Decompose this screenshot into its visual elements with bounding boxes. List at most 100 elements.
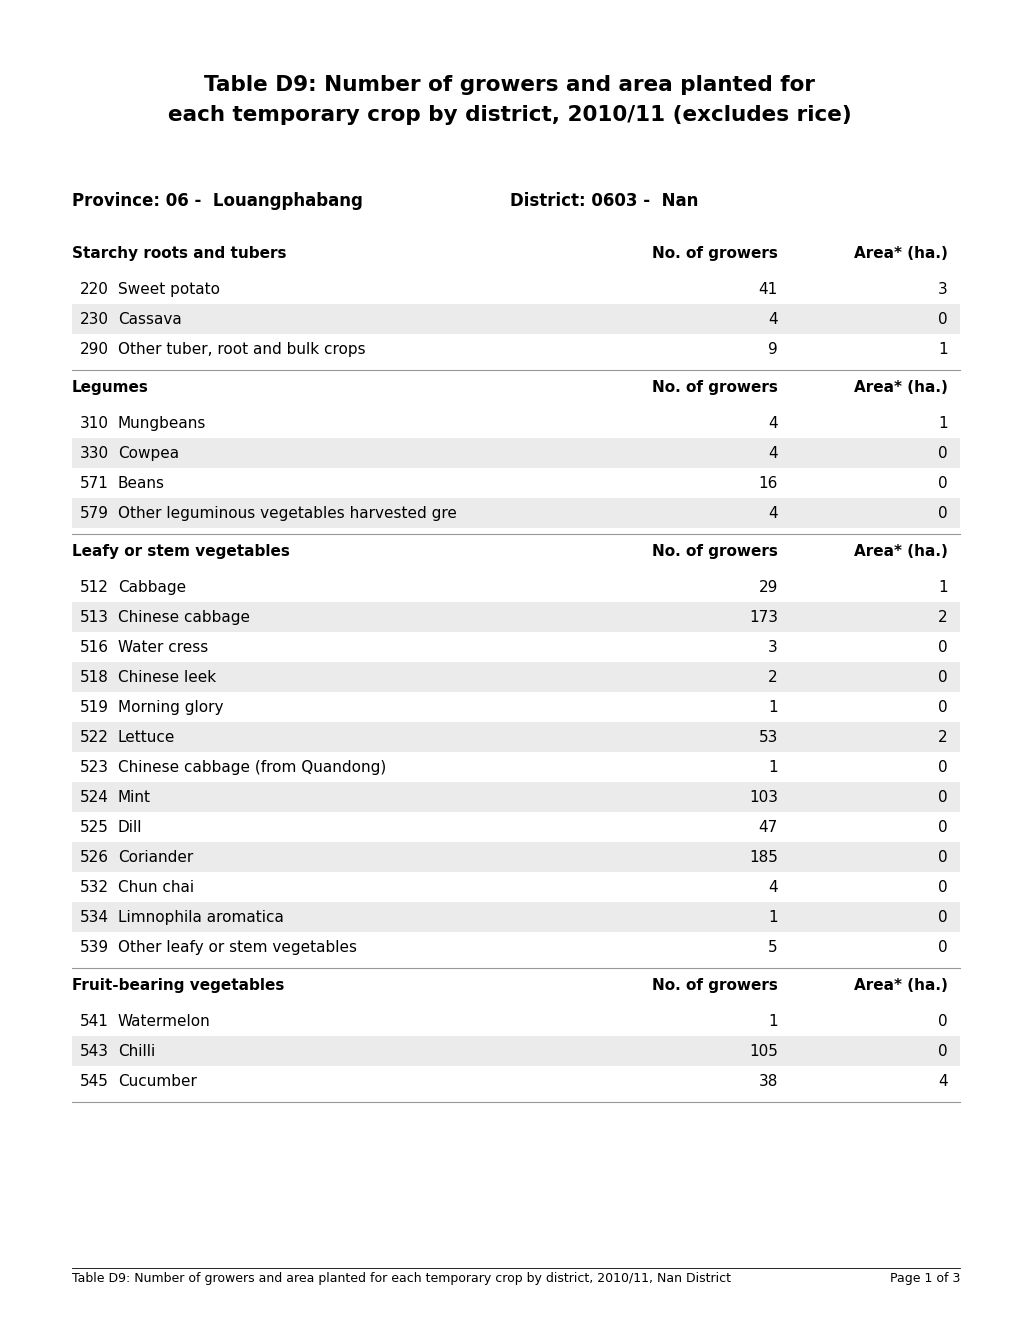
Text: 105: 105: [748, 1044, 777, 1059]
Text: 571: 571: [79, 477, 109, 491]
Text: 53: 53: [758, 730, 777, 744]
Bar: [72, 498, 959, 528]
Text: Page 1 of 3: Page 1 of 3: [889, 1272, 959, 1284]
Bar: [72, 781, 959, 812]
Bar: [72, 842, 959, 873]
Text: 524: 524: [79, 789, 109, 805]
Text: 0: 0: [937, 940, 947, 954]
Text: Morning glory: Morning glory: [118, 700, 223, 715]
Text: No. of growers: No. of growers: [651, 246, 777, 261]
Text: Dill: Dill: [118, 820, 143, 836]
Text: 4: 4: [767, 880, 777, 895]
Text: 2: 2: [767, 671, 777, 685]
Text: 0: 0: [937, 1044, 947, 1059]
Text: 2: 2: [937, 610, 947, 624]
Text: 41: 41: [758, 282, 777, 297]
Text: 4: 4: [767, 506, 777, 521]
Text: 330: 330: [79, 446, 109, 461]
Text: Area* (ha.): Area* (ha.): [853, 380, 947, 395]
Text: Cucumber: Cucumber: [118, 1074, 197, 1089]
Text: Lettuce: Lettuce: [118, 730, 175, 744]
Text: 534: 534: [79, 909, 109, 925]
Text: 0: 0: [937, 909, 947, 925]
Text: Sweet potato: Sweet potato: [118, 282, 220, 297]
Text: 512: 512: [79, 579, 109, 595]
Text: District: 0603 -  Nan: District: 0603 - Nan: [510, 191, 698, 210]
Text: 0: 0: [937, 880, 947, 895]
Text: Other leguminous vegetables harvested gre: Other leguminous vegetables harvested gr…: [118, 506, 457, 521]
Text: 513: 513: [79, 610, 109, 624]
Text: Beans: Beans: [118, 477, 165, 491]
Text: 541: 541: [79, 1014, 109, 1030]
Text: Mungbeans: Mungbeans: [118, 416, 206, 432]
Text: 4: 4: [937, 1074, 947, 1089]
Text: 5: 5: [767, 940, 777, 954]
Text: 0: 0: [937, 671, 947, 685]
Text: Table D9: Number of growers and area planted for: Table D9: Number of growers and area pla…: [204, 75, 815, 95]
Text: 0: 0: [937, 446, 947, 461]
Text: 518: 518: [79, 671, 109, 685]
Text: 310: 310: [79, 416, 109, 432]
Text: 3: 3: [767, 640, 777, 655]
Text: 545: 545: [79, 1074, 109, 1089]
Text: No. of growers: No. of growers: [651, 380, 777, 395]
Text: Chilli: Chilli: [118, 1044, 155, 1059]
Text: Chinese leek: Chinese leek: [118, 671, 216, 685]
Text: Legumes: Legumes: [72, 380, 149, 395]
Text: Fruit-bearing vegetables: Fruit-bearing vegetables: [72, 978, 284, 993]
Text: 519: 519: [79, 700, 109, 715]
Text: 0: 0: [937, 700, 947, 715]
Bar: [72, 663, 959, 692]
Text: Area* (ha.): Area* (ha.): [853, 978, 947, 993]
Text: Table D9: Number of growers and area planted for each temporary crop by district: Table D9: Number of growers and area pla…: [72, 1272, 731, 1284]
Text: 543: 543: [79, 1044, 109, 1059]
Text: 1: 1: [767, 909, 777, 925]
Text: 9: 9: [767, 342, 777, 356]
Text: 526: 526: [79, 850, 109, 865]
Bar: [72, 1036, 959, 1067]
Text: 0: 0: [937, 850, 947, 865]
Text: Cowpea: Cowpea: [118, 446, 179, 461]
Bar: [72, 902, 959, 932]
Text: 539: 539: [79, 940, 109, 954]
Text: 525: 525: [79, 820, 109, 836]
Text: 4: 4: [767, 416, 777, 432]
Text: Mint: Mint: [118, 789, 151, 805]
Text: Starchy roots and tubers: Starchy roots and tubers: [72, 246, 286, 261]
Text: 230: 230: [79, 312, 109, 327]
Text: 1: 1: [767, 700, 777, 715]
Text: 0: 0: [937, 820, 947, 836]
Text: Area* (ha.): Area* (ha.): [853, 246, 947, 261]
Text: No. of growers: No. of growers: [651, 544, 777, 558]
Text: Watermelon: Watermelon: [118, 1014, 211, 1030]
Text: 0: 0: [937, 312, 947, 327]
Text: 1: 1: [937, 416, 947, 432]
Text: 29: 29: [758, 579, 777, 595]
Bar: [72, 722, 959, 752]
Text: 220: 220: [79, 282, 109, 297]
Text: 1: 1: [767, 760, 777, 775]
Text: Cabbage: Cabbage: [118, 579, 185, 595]
Text: 523: 523: [79, 760, 109, 775]
Text: Chinese cabbage (from Quandong): Chinese cabbage (from Quandong): [118, 760, 386, 775]
Text: 516: 516: [79, 640, 109, 655]
Text: Limnophila aromatica: Limnophila aromatica: [118, 909, 283, 925]
Text: 4: 4: [767, 446, 777, 461]
Text: Water cress: Water cress: [118, 640, 208, 655]
Text: 522: 522: [79, 730, 109, 744]
Text: 0: 0: [937, 1014, 947, 1030]
Text: 47: 47: [758, 820, 777, 836]
Text: 290: 290: [79, 342, 109, 356]
Text: 4: 4: [767, 312, 777, 327]
Text: 1: 1: [937, 579, 947, 595]
Text: 0: 0: [937, 760, 947, 775]
Bar: [72, 438, 959, 469]
Text: Other leafy or stem vegetables: Other leafy or stem vegetables: [118, 940, 357, 954]
Bar: [72, 304, 959, 334]
Text: 38: 38: [758, 1074, 777, 1089]
Text: 16: 16: [758, 477, 777, 491]
Text: 0: 0: [937, 506, 947, 521]
Text: Leafy or stem vegetables: Leafy or stem vegetables: [72, 544, 289, 558]
Text: 173: 173: [748, 610, 777, 624]
Text: 0: 0: [937, 477, 947, 491]
